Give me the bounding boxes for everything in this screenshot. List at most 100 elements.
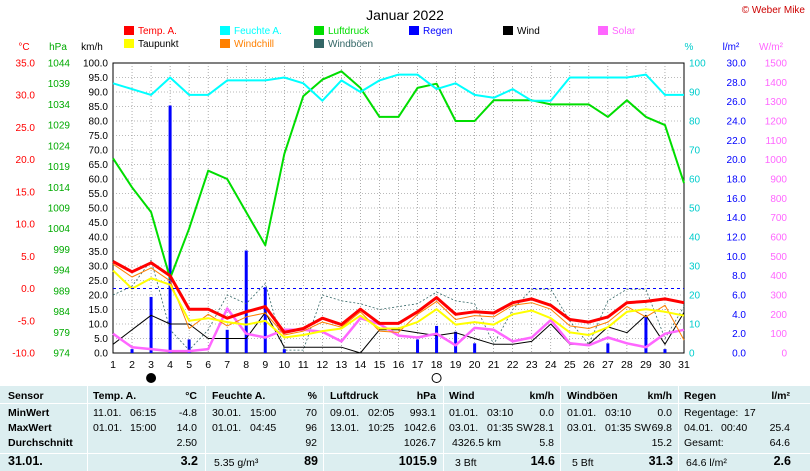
wind-tick-label: 80.0 [89, 117, 109, 128]
pressure-min-value: 993.1 [409, 407, 436, 419]
humidity-average: 92 [305, 437, 317, 449]
solar-tick-label: 500 [770, 252, 787, 263]
legend-label: Windböen [328, 39, 373, 50]
pressure-tick-label: 994 [53, 266, 70, 277]
pressure-tick-label: 974 [53, 349, 70, 360]
wind-max-direction: SW [516, 422, 533, 434]
rain-bar [663, 349, 667, 353]
rain-bar [130, 349, 134, 353]
stats-header-wind-unit: km/h [529, 390, 554, 402]
rain-tick-label: 28.0 [727, 78, 747, 89]
plot-series [112, 70, 685, 354]
gust-max-date: 03.01. [567, 422, 597, 434]
wind-tick-label: 25.0 [89, 276, 109, 287]
humidity-tick-label: 50 [689, 204, 701, 215]
rain-max-value: 25.4 [769, 422, 790, 434]
rain-bar [187, 339, 191, 353]
windchill-line [112, 263, 685, 341]
x-axis-ticks: 1 2 3 4 5 6 7 8 9 10 11 12 13 14 15 16 17 18 19 20 21 22 23 24 2… [110, 359, 690, 383]
stats-header-humidity-unit: % [307, 390, 317, 402]
full-moon-icon [431, 373, 442, 383]
stats-header-gust-unit: km/h [647, 390, 672, 402]
temp-max-date: 01.01. [93, 422, 123, 434]
stats-header-temp-unit: °C [185, 390, 197, 402]
solar-tick-label: 1100 [765, 136, 787, 147]
rain-bar [454, 331, 458, 353]
x-tick-label: 1 [110, 359, 116, 371]
rain-days-label: Regentage: [684, 407, 739, 419]
stats-row-max: MaxWert [8, 422, 52, 434]
wind-min-time: 03:10 [487, 407, 514, 419]
solar-tick-label: 900 [770, 175, 787, 186]
pressure-tick-label: 984 [53, 307, 70, 318]
gust-min-time: 03:10 [605, 407, 632, 419]
solar-tick-label: 1400 [765, 78, 788, 89]
wind-max-value: 28.1 [533, 422, 554, 434]
x-tick-label: 30 [659, 359, 671, 371]
pressure-tick-label: 1014 [48, 183, 71, 194]
temp-axis-unit: °C [18, 42, 29, 53]
gust-line [112, 259, 685, 351]
rain-bar [644, 316, 648, 353]
rain-bar [244, 250, 248, 353]
x-tick-label: 8 [243, 359, 249, 371]
x-tick-label: 21 [488, 359, 500, 371]
gust-min-value: 0.0 [657, 407, 672, 419]
x-tick-label: 2 [129, 359, 135, 371]
humidity-min-date: 30.01. [212, 407, 242, 419]
solar-tick-label: 600 [770, 233, 787, 244]
temp-tick-label: 0.0 [21, 284, 35, 295]
rain-tick-label: 10.0 [727, 252, 747, 263]
legend-label: Temp. A. [138, 26, 177, 37]
pressure-tick-label: 979 [53, 328, 70, 339]
wind-min-date: 01.01. [449, 407, 479, 419]
humidity-absolute: 5.35 g/m³ [214, 457, 259, 469]
temp-tick-label: 5.0 [21, 252, 35, 263]
rain-bar [168, 105, 172, 354]
rain-bar [149, 296, 153, 353]
temp-tick-label: -5.0 [18, 316, 36, 327]
temp-min-date: 11.01. [93, 407, 122, 419]
axis-ticks: 35.0 30.0 25.0 20.0 15.0 10.0 5.0 0.0 -5.0 -10.0 1… [12, 59, 787, 360]
stats-row-min: MinWert [8, 407, 50, 419]
temp-max-time: 15:00 [130, 422, 157, 434]
legend-swatch [503, 26, 513, 35]
pressure-max-time: 10:25 [368, 422, 395, 434]
humidity-tick-label: 60 [689, 175, 701, 186]
rain-tick-label: 30.0 [727, 59, 747, 70]
rain-days: 17 [744, 407, 756, 419]
x-tick-label: 29 [640, 359, 652, 371]
temp-tick-label: 20.0 [16, 155, 36, 166]
wind-axis-unit: km/h [81, 42, 103, 53]
humidity-tick-label: 0 [689, 349, 695, 360]
stats-header-gust: Windböen [567, 390, 618, 402]
x-tick-label: 13 [336, 359, 348, 371]
humidity-min-time: 15:00 [250, 407, 277, 419]
temp-tick-label: 15.0 [16, 187, 36, 198]
wind-tick-label: 75.0 [89, 131, 109, 142]
temp-tick-label: 30.0 [16, 91, 36, 102]
wind-tick-label: 85.0 [89, 102, 109, 113]
humidity-tick-label: 70 [689, 146, 701, 157]
solar-tick-label: 1000 [765, 155, 788, 166]
x-tick-label: 12 [317, 359, 329, 371]
temp-tick-label: -10.0 [12, 349, 35, 360]
x-tick-label: 22 [507, 359, 519, 371]
wind-tick-label: 100.0 [83, 59, 108, 70]
solar-line [112, 307, 685, 353]
x-tick-label: 26 [583, 359, 595, 371]
humidity-tick-label: 90 [689, 88, 701, 99]
stats-table: Sensor Temp. A. °C Feuchte A. % Luftdruc… [0, 386, 810, 471]
rain-current: 2.6 [773, 454, 791, 468]
legend-swatch [598, 26, 608, 35]
rain-tick-label: 12.0 [727, 233, 747, 244]
x-tick-label: 11 [298, 359, 309, 371]
stats-header-rain-unit: l/m² [771, 390, 790, 402]
rain-tick-label: 24.0 [727, 117, 747, 128]
pressure-tick-label: 1039 [48, 79, 71, 90]
humidity-max-value: 96 [305, 422, 317, 434]
wind-tick-label: 65.0 [89, 160, 109, 171]
x-tick-label: 10 [278, 359, 290, 371]
humidity-axis-unit: % [685, 42, 694, 53]
legend-swatch [314, 26, 324, 35]
